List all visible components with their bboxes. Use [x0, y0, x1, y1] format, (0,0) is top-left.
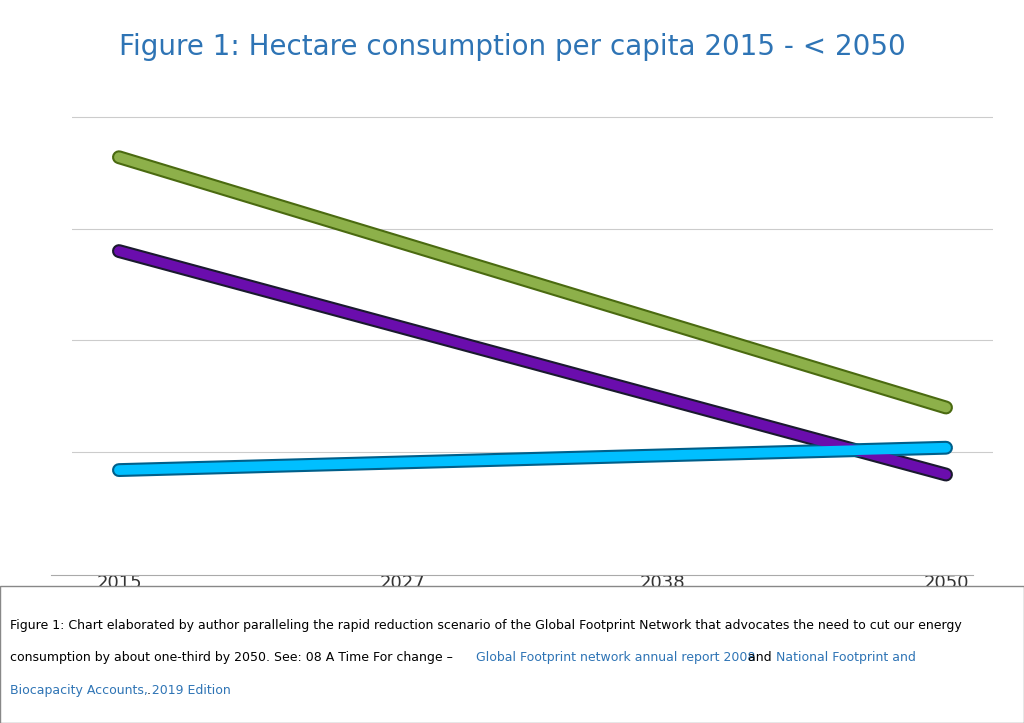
Text: National Footprint and: National Footprint and [776, 651, 916, 664]
Text: Global Footprint network annual report 2008: Global Footprint network annual report 2… [476, 651, 756, 664]
Legend: Well-off people North and South, Poor people mostly in the South, Total global h: Well-off people North and South, Poor pe… [55, 589, 1010, 620]
Text: .: . [146, 684, 151, 697]
Text: Figure 1: Chart elaborated by author paralleling the rapid reduction scenario of: Figure 1: Chart elaborated by author par… [10, 619, 962, 632]
Text: Figure 1: Hectare consumption per capita 2015 - < 2050: Figure 1: Hectare consumption per capita… [119, 33, 905, 61]
Text: and: and [744, 651, 776, 664]
Text: consumption by about one-third by 2050. See: 08 A Time For change –: consumption by about one-third by 2050. … [10, 651, 457, 664]
Text: Biocapacity Accounts, 2019 Edition: Biocapacity Accounts, 2019 Edition [10, 684, 231, 697]
